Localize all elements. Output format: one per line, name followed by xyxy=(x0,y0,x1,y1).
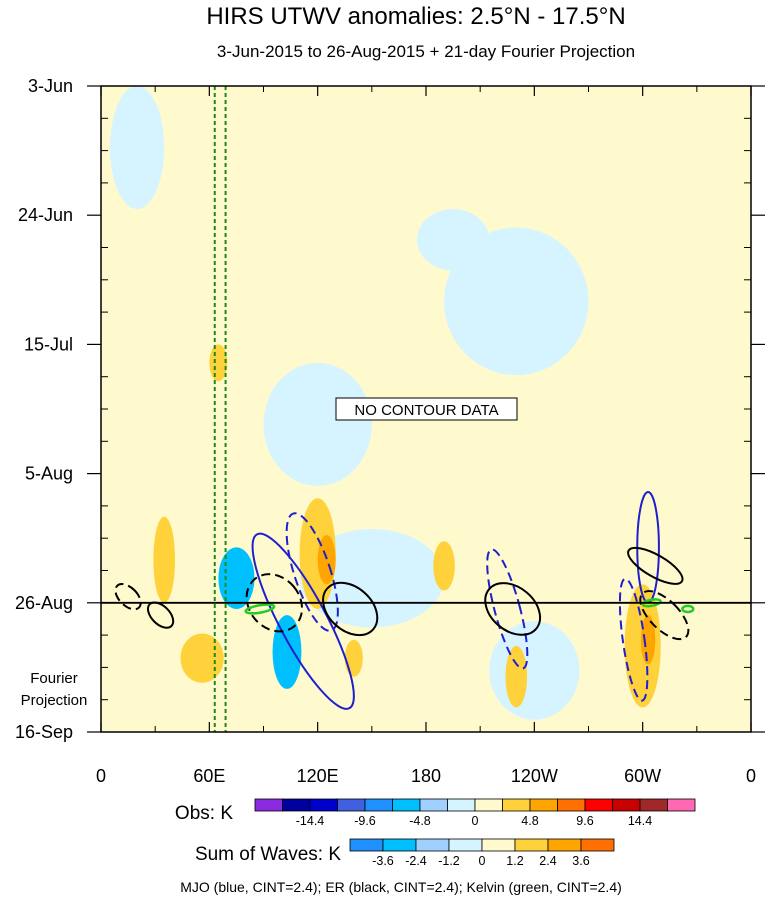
colorbar-swatch xyxy=(282,798,311,812)
colorbar-tick-label: 1.2 xyxy=(506,854,523,868)
anomaly-region xyxy=(640,615,656,665)
projection-label: Fourier Projection xyxy=(21,670,88,709)
anomaly-region xyxy=(218,547,255,609)
colorbar-swatch xyxy=(612,798,641,812)
colorbar-swatch xyxy=(309,798,338,812)
no-contour-box: NO CONTOUR DATA xyxy=(335,397,518,421)
mjo-contour xyxy=(618,577,649,702)
colorbar-tick-label: -4.8 xyxy=(409,814,431,828)
y-tick-label: 5-Aug xyxy=(25,464,73,484)
colorbar-swatch xyxy=(481,838,516,852)
colorbar-swatch xyxy=(337,798,366,812)
obs-colorbar: Obs: K -14.4 -9.6 -4.8 0 4.8 9.6 14.4 xyxy=(175,798,696,828)
colorbar-swatch xyxy=(419,798,448,812)
x-tick-label: 120W xyxy=(511,766,558,786)
y-tick-label: 16-Sep xyxy=(15,722,73,742)
chart-subtitle: 3-Jun-2015 to 26-Aug-2015 + 21-day Fouri… xyxy=(217,42,635,61)
colorbar-swatch xyxy=(580,838,615,852)
anomaly-region xyxy=(444,227,589,376)
colorbar-tick-label: -1.2 xyxy=(438,854,460,868)
colorbar-swatch xyxy=(584,798,613,812)
x-tick-label: 120E xyxy=(297,766,339,786)
anomaly-region xyxy=(110,86,165,210)
kelvin-contour xyxy=(244,603,276,615)
anomaly-region xyxy=(505,645,528,708)
colorbar-swatch xyxy=(667,798,696,812)
y-tick-label: 15-Jul xyxy=(24,334,73,354)
x-tick-label: 0 xyxy=(746,766,756,786)
er-contour xyxy=(146,601,175,629)
plot-area: 0 60E 120E 180 120W 60W 0 3-Jun 24-Jun 15-Jul 5-Au… xyxy=(15,76,765,786)
colorbar-swatch xyxy=(474,798,503,812)
y-tick-label: 3-Jun xyxy=(28,76,73,96)
er-contour xyxy=(322,581,379,637)
footer-note: MJO (blue, CINT=2.4); ER (black, CINT=2.… xyxy=(180,879,622,895)
er-contour xyxy=(114,583,142,611)
colorbar-swatch xyxy=(415,838,450,852)
colorbar-swatch xyxy=(514,838,549,852)
mjo-contour xyxy=(486,548,529,670)
chart-title: HIRS UTWV anomalies: 2.5°N - 17.5°N xyxy=(206,3,625,30)
colorbar-label: Sum of Waves: K xyxy=(195,844,341,865)
colorbar-swatch xyxy=(364,798,393,812)
anomaly-region xyxy=(272,615,302,689)
colorbar-tick-label: 14.4 xyxy=(628,814,652,828)
projection-label-line: Fourier xyxy=(30,670,78,687)
x-tick-label: 180 xyxy=(411,766,441,786)
colorbar-swatch xyxy=(529,798,558,812)
colorbar-swatch xyxy=(547,838,582,852)
mjo-contour xyxy=(285,512,339,632)
x-tick-label: 60W xyxy=(624,766,661,786)
y-tick-label: 24-Jun xyxy=(18,205,73,225)
colorbar-swatch xyxy=(502,798,531,812)
colorbar-swatch xyxy=(639,798,668,812)
colorbar-tick-label: -9.6 xyxy=(354,814,376,828)
er-contour xyxy=(627,546,684,585)
colorbar-swatch xyxy=(349,838,384,852)
x-tick-label: 60E xyxy=(193,766,225,786)
anomaly-region xyxy=(180,633,224,683)
colorbar-label: Obs: K xyxy=(175,803,233,824)
colorbar-tick-label: 0 xyxy=(479,854,486,868)
colorbar-tick-label: -2.4 xyxy=(405,854,427,868)
anomaly-region xyxy=(153,516,176,603)
colorbar-tick-label: 9.6 xyxy=(576,814,593,828)
colorbar-swatch xyxy=(447,798,476,812)
colorbar-swatch xyxy=(382,838,417,852)
colorbar-swatch xyxy=(557,798,586,812)
colorbar-tick-label: 3.6 xyxy=(572,854,589,868)
colorbar-tick-label: 0 xyxy=(472,814,479,828)
waves-colorbar: Sum of Waves: K -3.6 -2.4 -1.2 0 1.2 2.4 3.6 xyxy=(195,838,615,868)
mjo-contour xyxy=(251,532,355,710)
colorbar-swatch xyxy=(448,838,483,852)
anomaly-region xyxy=(263,362,372,486)
colorbar-swatch xyxy=(392,798,421,812)
colorbar-tick-label: 4.8 xyxy=(521,814,538,828)
colorbar-tick-label: 2.4 xyxy=(539,854,556,868)
er-contour xyxy=(245,573,304,633)
colorbar-swatch xyxy=(254,798,283,812)
er-contour xyxy=(484,582,542,636)
no-contour-text: NO CONTOUR DATA xyxy=(354,402,498,419)
colorbar-tick-label: -3.6 xyxy=(372,854,394,868)
y-tick-label: 26-Aug xyxy=(15,593,73,613)
x-tick-label: 0 xyxy=(96,766,106,786)
er-contour xyxy=(639,590,690,641)
anomaly-region xyxy=(344,639,363,677)
kelvin-contour xyxy=(681,604,695,614)
kelvin-contour xyxy=(641,598,662,608)
colorbar-tick-label: -14.4 xyxy=(296,814,325,828)
projection-label-line: Projection xyxy=(21,692,88,709)
anomaly-region xyxy=(433,541,455,591)
